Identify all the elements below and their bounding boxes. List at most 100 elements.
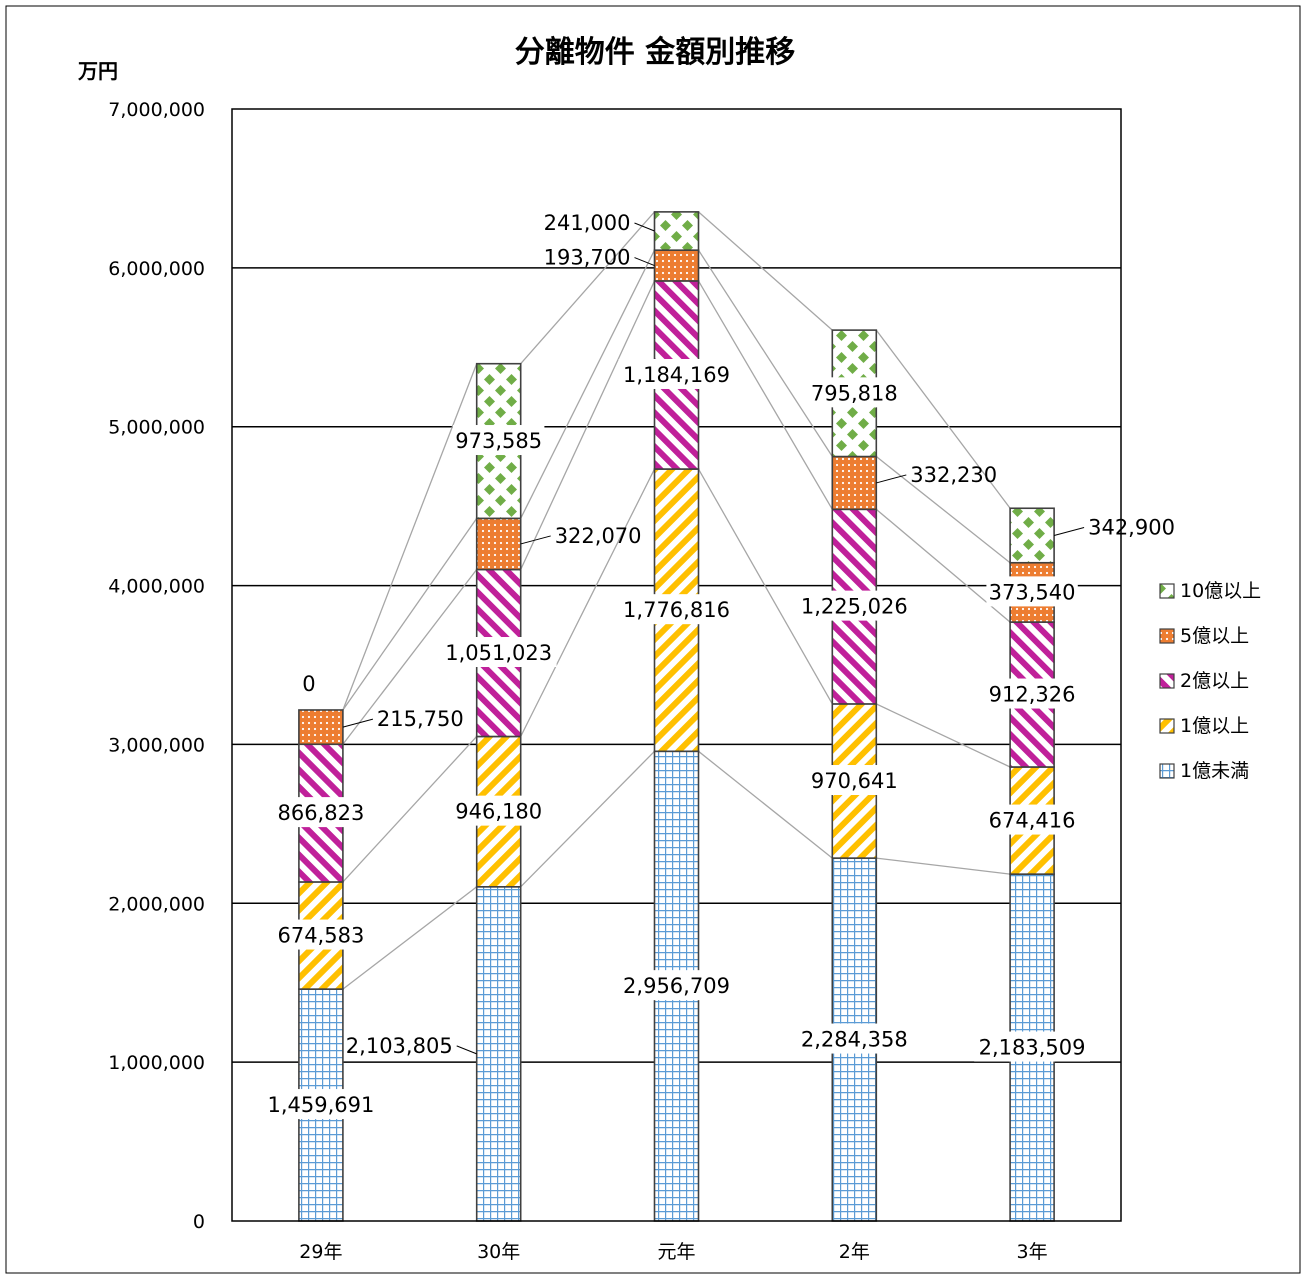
data-label-bg xyxy=(263,1089,379,1120)
data-label: 342,900 xyxy=(1088,515,1175,539)
plot-area-border xyxy=(231,108,1122,1222)
series-line xyxy=(342,569,478,745)
data-label: 373,540 xyxy=(989,580,1076,604)
series-line xyxy=(342,363,478,711)
legend: 10億以上 5億以上 2億以上 1億以上 1億未満 xyxy=(1159,580,1261,782)
data-label: 912,326 xyxy=(989,683,1076,707)
series-line xyxy=(520,280,656,570)
data-label-bg xyxy=(275,797,367,828)
data-label-bg xyxy=(986,678,1078,709)
bar-segment xyxy=(653,249,700,282)
series-line xyxy=(520,211,655,365)
series-connector-lines xyxy=(342,211,1011,990)
y-axis-ticks: 0 1,000,000 2,000,000 3,000,000 4,000,000 5,0… xyxy=(108,99,205,1233)
label-leader-line xyxy=(1053,527,1085,536)
data-label: 866,823 xyxy=(277,801,364,825)
data-label: 215,750 xyxy=(377,707,464,731)
y-tick-label: 1,000,000 xyxy=(108,1052,205,1074)
data-label: 1,051,023 xyxy=(445,641,552,665)
y-tick-label: 7,000,000 xyxy=(108,99,205,121)
legend-label: 1億以上 xyxy=(1180,715,1249,737)
data-label-bg xyxy=(808,765,900,796)
data-label: 674,583 xyxy=(277,924,364,948)
series-line xyxy=(875,456,1011,564)
data-label: 674,416 xyxy=(989,809,1076,833)
series-line xyxy=(876,857,1011,875)
y-tick-label: 5,000,000 xyxy=(108,417,205,439)
data-label: 332,230 xyxy=(910,463,997,487)
label-leader-line xyxy=(634,222,655,232)
data-label-bg xyxy=(618,358,735,389)
data-label: 1,225,026 xyxy=(801,595,908,619)
data-label: 241,000 xyxy=(544,211,631,235)
bar-segment xyxy=(831,455,878,511)
data-label: 2,284,358 xyxy=(801,1028,908,1052)
series-line xyxy=(342,736,478,883)
x-axis-ticks: 29年 30年 元年 2年 3年 xyxy=(299,1241,1047,1263)
y-tick-label: 0 xyxy=(193,1211,205,1233)
chart-title: 分離物件 金額別推移 xyxy=(515,35,795,70)
data-label: 322,070 xyxy=(555,524,642,548)
y-tick-label: 2,000,000 xyxy=(108,893,205,915)
x-tick-label: 29年 xyxy=(299,1241,342,1263)
data-label-bg xyxy=(618,594,735,625)
data-label: 2,103,805 xyxy=(346,1034,453,1058)
y-tick-label: 4,000,000 xyxy=(108,576,205,598)
series-line xyxy=(698,211,833,331)
data-label: 973,585 xyxy=(455,429,542,453)
series-line xyxy=(697,468,833,705)
series-line xyxy=(875,329,1011,509)
bar-segment xyxy=(475,517,522,571)
label-leader-line xyxy=(520,535,551,545)
bar-segment xyxy=(475,885,522,1222)
legend-swatch xyxy=(1159,718,1175,734)
legend-label: 1億未満 xyxy=(1180,760,1249,782)
data-label-bg xyxy=(453,795,545,826)
x-tick-label: 元年 xyxy=(657,1241,695,1263)
data-label: 946,180 xyxy=(455,800,542,824)
data-label-bg xyxy=(986,576,1078,607)
x-tick-label: 30年 xyxy=(477,1241,520,1263)
legend-swatch xyxy=(1159,583,1175,599)
data-label: 2,956,709 xyxy=(623,974,730,998)
data-label-bg xyxy=(453,425,545,456)
legend-label: 10億以上 xyxy=(1180,580,1261,602)
data-label: 1,776,816 xyxy=(623,598,730,622)
data-label: 795,818 xyxy=(811,381,898,405)
series-line xyxy=(520,249,656,519)
legend-label: 5億以上 xyxy=(1180,625,1249,647)
series-line xyxy=(876,703,1011,768)
bar-segment xyxy=(1009,507,1055,564)
series-line xyxy=(520,750,655,888)
data-label-bg xyxy=(986,804,1078,835)
label-leader-line xyxy=(634,257,655,267)
data-label-bg xyxy=(974,1031,1090,1062)
series-line xyxy=(698,750,833,859)
series-line xyxy=(697,249,833,457)
data-label-bg xyxy=(796,590,913,621)
x-tick-label: 3年 xyxy=(1017,1241,1048,1263)
bar-segment xyxy=(653,211,700,251)
data-label-bg xyxy=(618,970,735,1001)
data-label-bg xyxy=(796,1023,913,1054)
data-label-bg xyxy=(808,377,900,408)
y-tick-label: 6,000,000 xyxy=(108,258,205,280)
data-label: 193,700 xyxy=(544,246,631,270)
series-line xyxy=(342,886,478,990)
series-line xyxy=(342,517,478,711)
data-label: 970,641 xyxy=(811,769,898,793)
legend-swatch xyxy=(1159,763,1175,779)
series-line xyxy=(520,468,656,737)
data-label: 1,459,691 xyxy=(267,1093,374,1117)
y-tick-label: 3,000,000 xyxy=(108,734,205,756)
series-line xyxy=(697,280,833,510)
label-leader-line xyxy=(876,474,907,484)
data-label: 1,184,169 xyxy=(623,363,730,387)
label-leader-line xyxy=(342,718,374,728)
data-labels: 1,459,691 2,103,805 2,956,709 2,284,358 2,18… xyxy=(263,211,1175,1120)
data-label-bg xyxy=(440,637,557,668)
y-unit-label: 万円 xyxy=(77,59,118,83)
label-leader-line xyxy=(456,1045,477,1055)
